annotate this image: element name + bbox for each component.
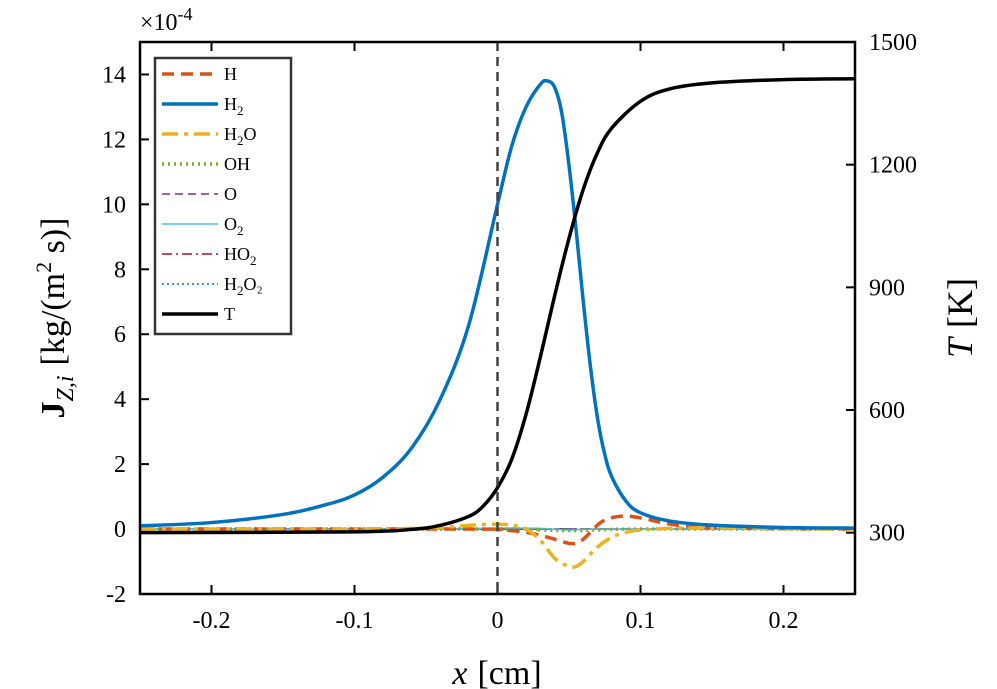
x-axis-label: x [cm] xyxy=(451,655,541,689)
legend: H H2 H2O OH O O2 HO2 H2O₂ T xyxy=(153,56,293,336)
legend-label-H2O: H2O xyxy=(224,124,257,148)
y-tick-label-right: 300 xyxy=(869,521,905,547)
y-tick-label-left: 0 xyxy=(114,517,126,543)
legend-label-O2: O2 xyxy=(224,214,244,238)
legend-label-OH: OH xyxy=(224,154,250,174)
y-tick-label-left: 14 xyxy=(102,62,126,88)
y-multiplier: ×10-4 xyxy=(140,4,193,36)
x-tick-label: -0.1 xyxy=(336,608,374,634)
y-tick-label-right: 1500 xyxy=(869,30,917,56)
legend-label-H2: H2 xyxy=(224,94,244,118)
series-line-T xyxy=(139,77,856,535)
y-tick-label-right: 900 xyxy=(869,275,905,301)
y-tick-label-left: 4 xyxy=(114,387,126,413)
y-tick-label-left: 10 xyxy=(102,192,126,218)
y-tick-label-left: 6 xyxy=(114,322,126,348)
x-tick-label: 0.2 xyxy=(769,608,799,634)
y-tick-label-right: 1200 xyxy=(869,153,917,179)
legend-label-HO2: HO2 xyxy=(224,244,257,268)
legend-label-T: T xyxy=(224,304,235,324)
legend-box xyxy=(153,56,293,336)
x-tick-label: 0.1 xyxy=(626,608,656,634)
y-tick-label-left: -2 xyxy=(106,582,126,608)
y-tick-label-right: 600 xyxy=(869,398,905,424)
legend-label-O: O xyxy=(224,184,237,204)
ticks: -0.2 -0.1 0 0.1 0.2 -2 0 2 4 6 8 10 12 14 300 600 900 120… xyxy=(102,30,917,634)
legend-label-H: H xyxy=(224,64,237,84)
series-line-H2 xyxy=(139,78,856,530)
y-tick-label-left: 2 xyxy=(114,452,126,478)
x-tick-label: -0.2 xyxy=(193,608,231,634)
plot-frame xyxy=(138,40,857,596)
y-axis-label-right: T[K] xyxy=(940,278,980,358)
x-tick-label: 0 xyxy=(492,608,504,634)
y-tick-label-left: 12 xyxy=(102,127,126,153)
legend-label-H2O2: H2O₂ xyxy=(224,274,263,298)
y-axis-label-left: JZ,i[kg/(m2 s)] xyxy=(31,218,79,419)
y-tick-label-left: 8 xyxy=(114,257,126,283)
